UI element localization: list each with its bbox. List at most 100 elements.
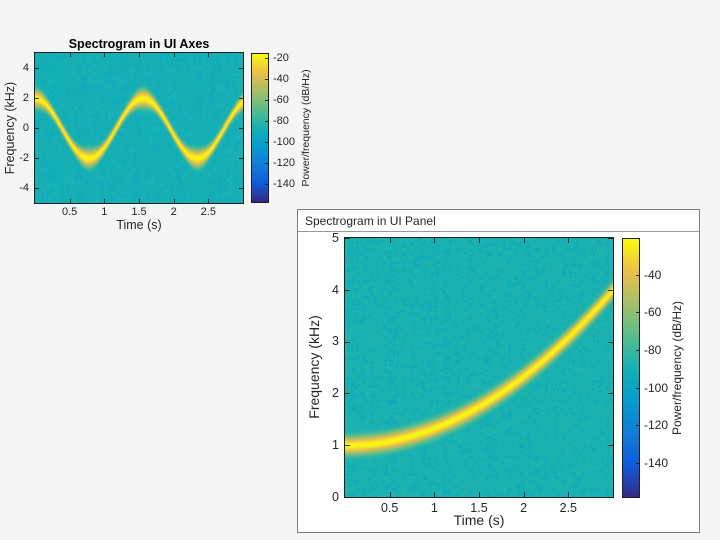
y-tick-label: 1 <box>332 437 339 452</box>
y-tick-mark <box>345 341 350 343</box>
y-tick-mark <box>35 188 39 189</box>
y-tick-mark <box>35 68 39 69</box>
colorbar-tick-label: -20 <box>273 51 289 64</box>
panel-title: Spectrogram in UI Panel <box>305 213 436 228</box>
y-tick-label: 2 <box>22 91 29 104</box>
x-tick-label: 0.5 <box>380 501 399 515</box>
colorbar-tick-mark <box>636 425 639 427</box>
x-tick-mark <box>208 199 210 203</box>
x-tick-mark <box>208 53 210 57</box>
x-tick-mark <box>173 53 175 57</box>
y-tick-label: -2 <box>19 151 29 164</box>
y-tick-label: 0 <box>332 489 339 504</box>
colorbar-label: Power/frequency (dB/Hz) <box>670 300 684 436</box>
colorbar-tick-label: -120 <box>644 418 669 433</box>
colorbar-tick-mark <box>636 387 639 389</box>
x-tick-mark <box>479 492 480 497</box>
x-axis-label: Time (s) <box>116 217 162 232</box>
x-tick-mark <box>139 53 140 57</box>
y-tick-mark <box>608 238 613 239</box>
colorbar-canvas <box>622 238 640 498</box>
x-tick-label: 2 <box>520 501 528 515</box>
colorbar-tick-mark <box>636 274 639 276</box>
colorbar-tick-label: -120 <box>273 156 296 169</box>
y-tick-mark <box>35 158 39 159</box>
y-tick-mark <box>239 188 243 189</box>
colorbar-tick-label: -40 <box>273 72 289 85</box>
colorbar-tick-label: -140 <box>644 456 669 471</box>
colorbar-tick-label: -80 <box>644 343 662 358</box>
x-tick-mark <box>389 492 391 497</box>
x-tick-mark <box>69 53 71 57</box>
panel-titlebar: Spectrogram in UI Panel <box>298 210 699 232</box>
colorbar-tick-mark <box>636 463 639 465</box>
x-tick-mark <box>389 238 391 243</box>
chart-title: Spectrogram in UI Axes <box>68 37 210 51</box>
x-tick-mark <box>568 238 570 243</box>
y-tick-mark <box>345 393 350 395</box>
y-tick-mark <box>345 445 350 447</box>
x-tick-label: 1 <box>430 501 438 515</box>
x-tick-mark <box>568 492 570 497</box>
colorbar-tick-label: -60 <box>644 305 662 320</box>
y-tick-label: 0 <box>22 121 29 134</box>
colorbar-tick-label: -60 <box>273 93 289 106</box>
y-tick-mark <box>35 128 39 129</box>
y-tick-mark <box>608 497 613 498</box>
y-tick-label: 4 <box>22 61 29 74</box>
colorbar-tick-mark <box>265 184 268 186</box>
x-tick-label: 1 <box>101 206 108 218</box>
colorbar-tick-mark <box>265 163 268 165</box>
colorbar-tick-mark <box>265 58 268 60</box>
x-tick-mark <box>479 238 480 243</box>
spectrogram-canvas[interactable] <box>34 52 244 204</box>
x-tick-mark <box>173 199 175 203</box>
y-tick-mark <box>608 341 613 343</box>
colorbar-tick-mark <box>265 79 268 81</box>
y-tick-mark <box>608 393 613 395</box>
colorbar-tick-mark <box>265 142 268 144</box>
x-tick-mark <box>434 238 436 243</box>
colorbar-tick-label: -100 <box>644 380 669 395</box>
y-tick-mark <box>345 289 350 291</box>
colorbar-label: Power/frequency (dB/Hz) <box>299 69 312 187</box>
y-tick-mark <box>239 158 243 159</box>
x-tick-label: 2 <box>170 206 177 218</box>
x-tick-mark <box>139 199 140 203</box>
colorbar-tick-label: -80 <box>273 114 289 127</box>
y-tick-mark <box>345 497 350 498</box>
y-tick-label: -4 <box>19 181 29 194</box>
y-tick-mark <box>608 445 613 447</box>
x-tick-label: 0.5 <box>62 206 78 218</box>
colorbar-tick-label: -100 <box>273 135 296 148</box>
x-tick-label: 1.5 <box>131 206 147 218</box>
y-tick-label: 5 <box>332 230 339 245</box>
colorbar-canvas <box>251 53 269 203</box>
y-tick-mark <box>35 98 39 99</box>
y-tick-label: 4 <box>332 282 339 297</box>
x-tick-label: 2.5 <box>559 501 578 515</box>
x-tick-mark <box>69 199 71 203</box>
x-tick-mark <box>104 53 106 57</box>
x-tick-mark <box>434 492 436 497</box>
colorbar-tick-label: -140 <box>273 177 296 190</box>
y-tick-label: 2 <box>332 386 339 401</box>
x-axis-label: Time (s) <box>453 512 505 528</box>
x-tick-label: 1.5 <box>470 501 488 515</box>
y-tick-mark <box>239 128 243 129</box>
colorbar-tick-mark <box>636 312 639 314</box>
colorbar-tick-mark <box>636 350 639 352</box>
y-tick-label: 3 <box>332 334 339 349</box>
y-tick-mark <box>239 98 243 99</box>
colorbar-tick-mark <box>265 121 268 123</box>
y-tick-mark <box>239 68 243 69</box>
y-tick-mark <box>345 238 350 239</box>
x-tick-mark <box>523 492 525 497</box>
colorbar-tick-label: -40 <box>644 267 662 282</box>
spectrogram-canvas[interactable] <box>344 237 614 498</box>
x-tick-mark <box>523 238 525 243</box>
y-tick-mark <box>608 289 613 291</box>
